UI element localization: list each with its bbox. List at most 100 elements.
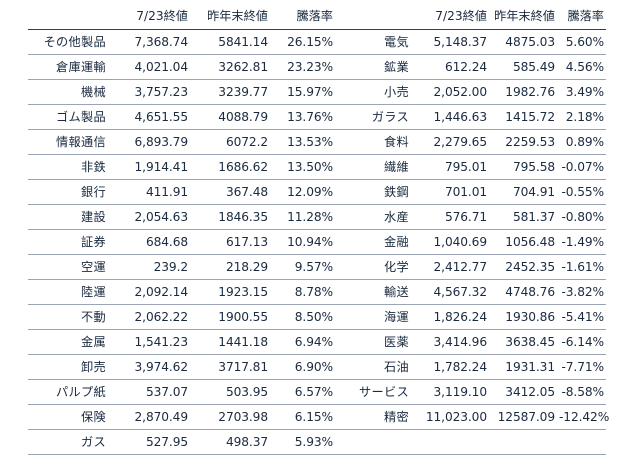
right-sector-name: 海運 <box>335 304 413 330</box>
left-previous-close: 3262.81 <box>190 54 270 80</box>
left-change-rate: 6.94% <box>270 329 335 355</box>
left-change-rate: 6.90% <box>270 354 335 380</box>
table-row: 金属 1,541.23 1441.18 6.94% 医薬 3,414.96 3638.45-… <box>28 329 606 355</box>
left-change-rate: 8.78% <box>270 279 335 305</box>
left-change-rate: 13.53% <box>270 129 335 155</box>
right-change-rate: 2.18% <box>557 104 606 130</box>
left-change-rate: 23.23% <box>270 54 335 80</box>
right-current-close: 4,567.32 <box>413 279 489 305</box>
table-row: ガス 527.95 498.37 5.93% <box>28 429 606 455</box>
left-previous-close: 617.13 <box>190 229 270 255</box>
table-row: 陸運 2,092.14 1923.15 8.78% 輸送 4,567.32 4748.76-… <box>28 279 606 305</box>
right-sector-name: 輸送 <box>335 279 413 305</box>
left-previous-close: 218.29 <box>190 254 270 280</box>
left-previous-close: 3239.77 <box>190 79 270 105</box>
left-previous-close: 2703.98 <box>190 404 270 430</box>
right-empty-cell <box>335 429 413 455</box>
left-previous-close: 3717.81 <box>190 354 270 380</box>
table-row: 倉庫運輸 4,021.04 3262.81 23.23% 鉱業 612.24 585.49 4… <box>28 54 606 80</box>
right-sector-name: 水産 <box>335 204 413 230</box>
right-change-rate: -12.42% <box>557 404 609 430</box>
left-sector-name: 非鉄 <box>28 154 110 180</box>
left-sector-header <box>28 4 110 30</box>
right-current-close: 3,119.10 <box>413 379 489 405</box>
right-current-close: 1,446.63 <box>413 104 489 130</box>
table-row: 機械 3,757.23 3239.77 15.97% 小売 2,052.00 1982.76… <box>28 79 606 105</box>
right-change-rate: -1.49% <box>557 229 606 255</box>
table-row: 空運 239.2 218.29 9.57% 化学 2,412.77 2452.35 -1.61… <box>28 254 606 280</box>
right-current-close: 1,826.24 <box>413 304 489 330</box>
left-current-close: 4,651.55 <box>110 104 190 130</box>
right-previous-close: 1982.76 <box>489 79 557 105</box>
right-current-header: 7/23終値 <box>413 4 489 30</box>
left-sector-name: ゴム製品 <box>28 104 110 130</box>
left-sector-name: 銀行 <box>28 179 110 205</box>
header-row: 7/23終値 昨年末終値 騰落率 7/23終値 昨年末終値 騰落率 <box>28 4 606 30</box>
left-previous-close: 5841.14 <box>190 29 270 55</box>
left-change-rate: 9.57% <box>270 254 335 280</box>
left-sector-name: ガス <box>28 429 110 455</box>
table-row: 建設 2,054.63 1846.35 11.28% 水産 576.71 581.37 -0.… <box>28 204 606 230</box>
left-change-rate: 13.50% <box>270 154 335 180</box>
right-previous-close: 3412.05 <box>489 379 557 405</box>
right-change-rate: -6.14% <box>557 329 606 355</box>
right-change-rate: -7.71% <box>557 354 606 380</box>
left-current-close: 6,893.79 <box>110 129 190 155</box>
left-sector-name: 情報通信 <box>28 129 110 155</box>
left-current-close: 537.07 <box>110 379 190 405</box>
right-change-rate: 5.60% <box>557 29 606 55</box>
right-sector-name: 食料 <box>335 129 413 155</box>
right-change-rate: -5.41% <box>557 304 606 330</box>
table-row: その他製品 7,368.74 5841.14 26.15% 電気 5,148.37 4875… <box>28 29 606 55</box>
right-previous-close: 704.91 <box>489 179 557 205</box>
right-current-close: 2,279.65 <box>413 129 489 155</box>
table-header: 7/23終値 昨年末終値 騰落率 7/23終値 昨年末終値 騰落率 <box>28 4 606 30</box>
left-sector-name: 不動 <box>28 304 110 330</box>
table-row: 情報通信 6,893.79 6072.2 13.53% 食料 2,279.65 2259.5… <box>28 129 606 155</box>
left-change-rate: 13.76% <box>270 104 335 130</box>
right-current-close: 2,052.00 <box>413 79 489 105</box>
left-previous-close: 503.95 <box>190 379 270 405</box>
left-sector-name: 金属 <box>28 329 110 355</box>
left-previous-close: 1441.18 <box>190 329 270 355</box>
left-current-close: 2,054.63 <box>110 204 190 230</box>
left-sector-name: 倉庫運輸 <box>28 54 110 80</box>
right-change-rate: 4.56% <box>557 54 606 80</box>
left-previous-close: 1900.55 <box>190 304 270 330</box>
table-row: 卸売 3,974.62 3717.81 6.90% 石油 1,782.24 1931.31-… <box>28 354 606 380</box>
right-current-close: 11,023.00 <box>413 404 489 430</box>
left-sector-name: 空運 <box>28 254 110 280</box>
left-sector-name: 保険 <box>28 404 110 430</box>
right-previous-close: 4875.03 <box>489 29 557 55</box>
left-change-rate: 12.09% <box>270 179 335 205</box>
right-change-rate: -0.80% <box>557 204 606 230</box>
sector-performance-table: 7/23終値 昨年末終値 騰落率 7/23終値 昨年末終値 騰落率 その他製品 7… <box>28 4 609 455</box>
left-rate-header: 騰落率 <box>270 4 335 30</box>
right-change-rate: -1.61% <box>557 254 606 280</box>
left-current-close: 411.91 <box>110 179 190 205</box>
right-sector-name: 小売 <box>335 79 413 105</box>
left-previous-header: 昨年末終値 <box>190 4 270 30</box>
left-change-rate: 6.15% <box>270 404 335 430</box>
left-change-rate: 10.94% <box>270 229 335 255</box>
left-sector-name: 機械 <box>28 79 110 105</box>
right-previous-close: 581.37 <box>489 204 557 230</box>
left-current-close: 4,021.04 <box>110 54 190 80</box>
left-current-header: 7/23終値 <box>110 4 190 30</box>
right-change-rate: -0.55% <box>557 179 606 205</box>
left-sector-name: その他製品 <box>28 29 110 55</box>
right-current-close: 1,782.24 <box>413 354 489 380</box>
table-row: 保険 2,870.49 2703.98 6.15% 精密 11,023.00 12587.0… <box>28 404 609 430</box>
right-current-close: 1,040.69 <box>413 229 489 255</box>
right-previous-close: 3638.45 <box>489 329 557 355</box>
right-sector-name: ガラス <box>335 104 413 130</box>
right-sector-name: 金融 <box>335 229 413 255</box>
right-sector-name: サービス <box>335 379 413 405</box>
right-empty-cell <box>413 429 489 455</box>
table-row: 非鉄 1,914.41 1686.62 13.50% 繊維 795.01 795.58 -0.… <box>28 154 606 180</box>
right-current-close: 701.01 <box>413 179 489 205</box>
right-sector-name: 繊維 <box>335 154 413 180</box>
right-current-close: 5,148.37 <box>413 29 489 55</box>
left-change-rate: 8.50% <box>270 304 335 330</box>
right-current-close: 612.24 <box>413 54 489 80</box>
